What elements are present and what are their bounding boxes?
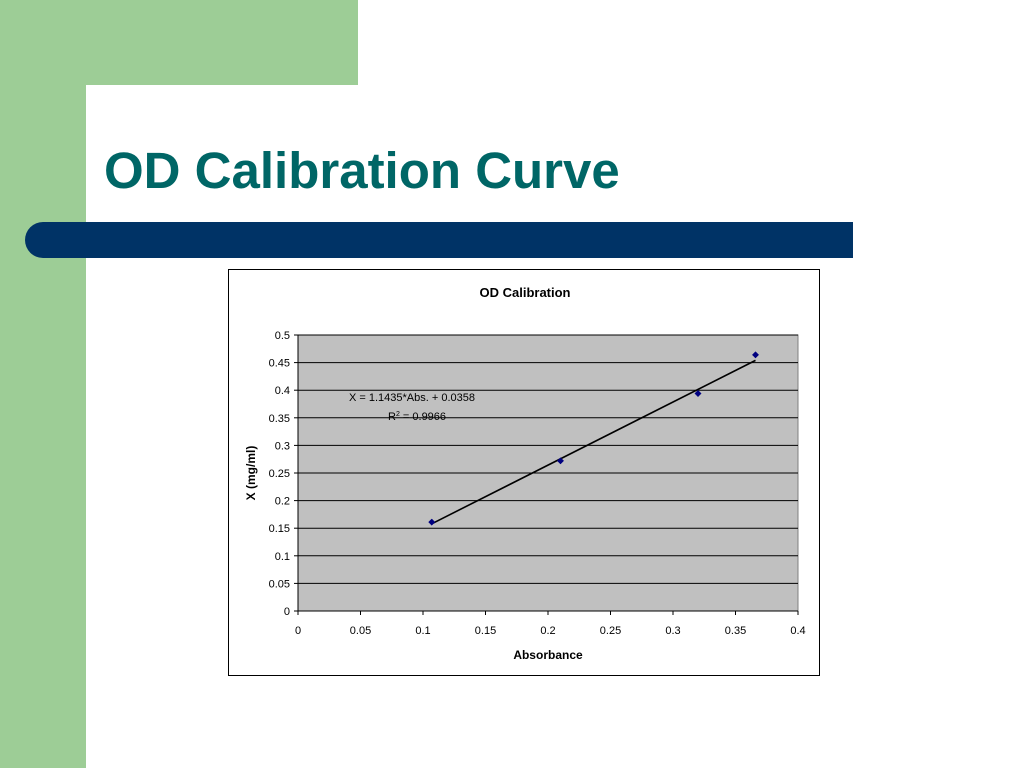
x-tick-label-0: 0 (295, 625, 301, 637)
od-calibration-chart: 0 0.05 0.1 0.15 0.2 0.25 0.3 0.35 0.4 0 0.05 0.1 0.… (244, 285, 806, 662)
x-tick-label-8: 0.4 (790, 625, 805, 637)
data-point-0 (428, 518, 436, 526)
trendline-group (431, 359, 756, 525)
r-squared-prefix: R (388, 411, 396, 423)
data-point-1 (556, 457, 565, 465)
data-points (428, 351, 760, 526)
y-tick-label-1: 0.05 (269, 578, 290, 590)
r-squared-value: = 0.9966 (400, 411, 446, 423)
chart-frame: 0 0.05 0.1 0.15 0.2 0.25 0.3 0.35 0.4 0 0.05 0.1 0.… (228, 269, 820, 676)
y-tick-label-7: 0.35 (269, 413, 290, 425)
trendline-equation: X = 1.1435*Abs. + 0.0358 (349, 392, 475, 404)
data-point-3 (751, 351, 760, 359)
x-tick-label-7: 0.35 (725, 625, 746, 637)
y-tick-label-8: 0.4 (275, 385, 290, 397)
x-tick-label-6: 0.3 (665, 625, 680, 637)
r-squared-superscript: 2 (396, 411, 400, 418)
y-tick-label-6: 0.3 (275, 440, 290, 452)
y-tick-label-4: 0.2 (275, 496, 290, 508)
y-tick-label-0: 0 (284, 606, 290, 618)
y-tick-label-9: 0.45 (269, 358, 290, 370)
x-tick-label-5: 0.25 (600, 625, 621, 637)
y-tick-label-2: 0.1 (275, 551, 290, 563)
x-tick-label-1: 0.05 (350, 625, 371, 637)
y-tick-label-5: 0.25 (269, 468, 290, 480)
x-tick-label-4: 0.2 (540, 625, 555, 637)
x-tick-label-3: 0.15 (475, 625, 496, 637)
trendline-r-squared: R2 = 0.9966 (388, 411, 446, 423)
grid-lines (298, 334, 798, 584)
title-divider-bar (25, 222, 853, 258)
green-accent-top (0, 0, 358, 85)
data-point-2 (694, 389, 702, 398)
x-axis-label: Absorbance (513, 648, 583, 662)
y-ticks: 0 0.05 0.1 0.15 0.2 0.25 0.3 0.35 0.4 0.45 0.5 (269, 330, 298, 618)
green-accent-left (0, 0, 86, 768)
y-axis-label: X (mg/ml) (244, 446, 258, 501)
y-tick-label-3: 0.15 (269, 523, 290, 535)
x-tick-label-2: 0.1 (415, 625, 430, 637)
slide-title: OD Calibration Curve (104, 142, 620, 199)
chart-title: OD Calibration (479, 285, 570, 300)
trendline (431, 359, 756, 525)
y-tick-label-10: 0.5 (275, 330, 290, 342)
x-ticks: 0 0.05 0.1 0.15 0.2 0.25 0.3 0.35 0.4 (295, 611, 806, 637)
